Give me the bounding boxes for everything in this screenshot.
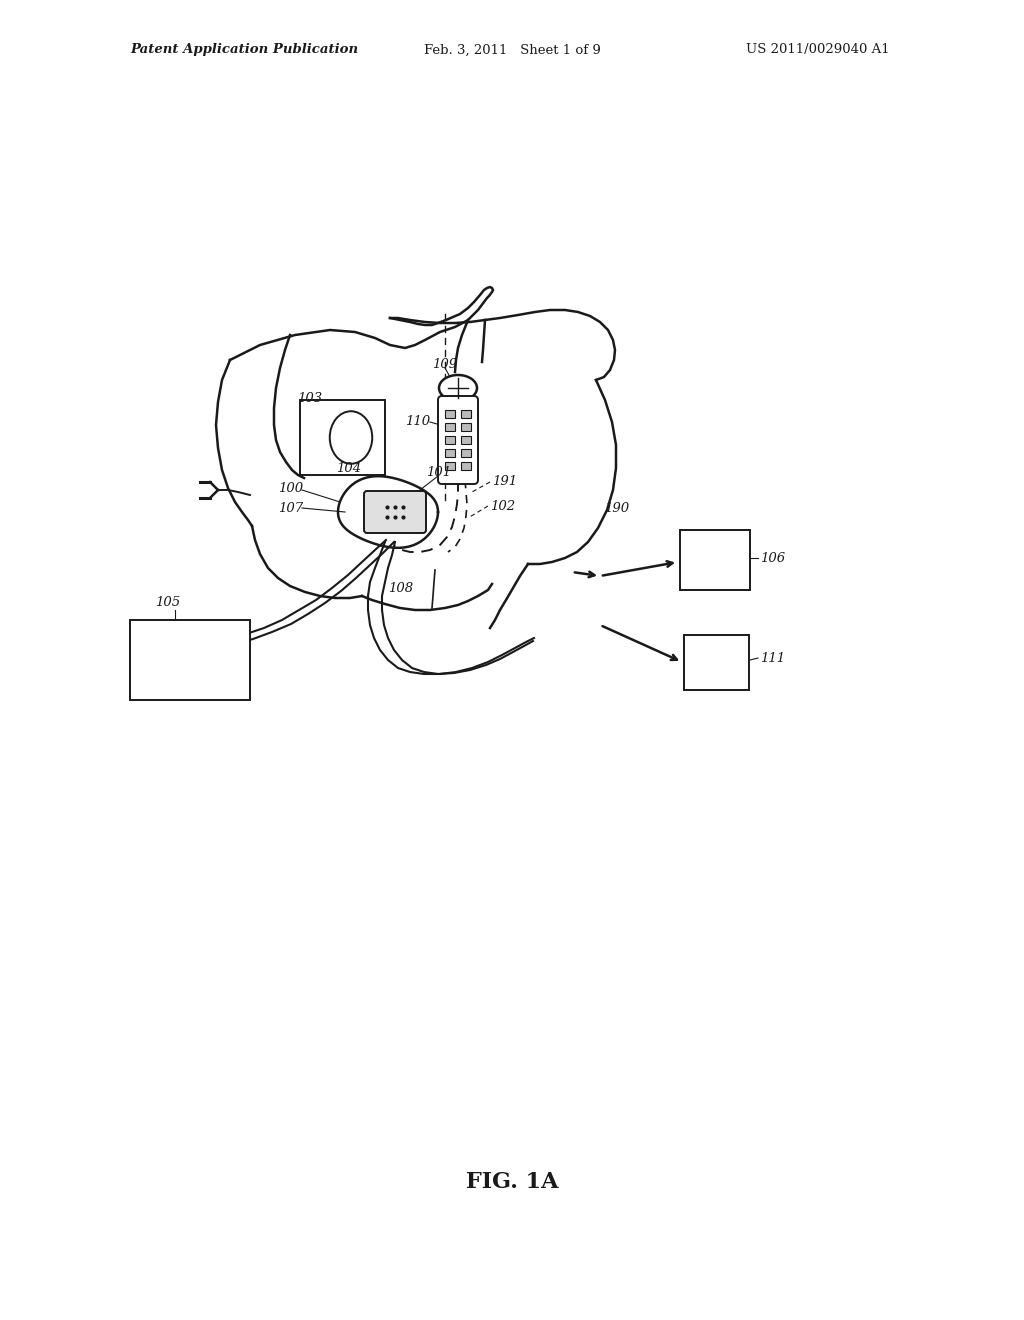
FancyBboxPatch shape xyxy=(438,396,478,484)
Bar xyxy=(461,422,471,432)
Text: 106: 106 xyxy=(760,552,785,565)
Text: FIG. 1A: FIG. 1A xyxy=(466,1171,558,1193)
Bar xyxy=(684,635,749,690)
Text: 100: 100 xyxy=(278,482,303,495)
Text: 104: 104 xyxy=(336,462,361,475)
FancyBboxPatch shape xyxy=(364,491,426,533)
Bar xyxy=(461,436,471,444)
Text: 107: 107 xyxy=(278,502,303,515)
Bar xyxy=(461,449,471,457)
Text: 108: 108 xyxy=(388,582,413,595)
Text: 103: 103 xyxy=(297,392,323,405)
Text: Feb. 3, 2011   Sheet 1 of 9: Feb. 3, 2011 Sheet 1 of 9 xyxy=(424,44,600,57)
Bar xyxy=(461,462,471,470)
Text: 101: 101 xyxy=(426,466,452,479)
Text: Patent Application Publication: Patent Application Publication xyxy=(130,44,358,57)
Text: 109: 109 xyxy=(432,358,457,371)
Text: 102: 102 xyxy=(490,500,515,513)
Text: 111: 111 xyxy=(760,652,785,665)
Text: 191: 191 xyxy=(492,475,517,488)
Bar xyxy=(461,411,471,418)
Text: 105: 105 xyxy=(155,597,180,609)
Bar xyxy=(445,462,455,470)
Text: 110: 110 xyxy=(406,414,430,428)
Text: 190: 190 xyxy=(604,502,629,515)
Bar xyxy=(445,449,455,457)
Bar xyxy=(680,531,750,590)
Bar xyxy=(445,422,455,432)
Bar xyxy=(300,400,385,475)
Ellipse shape xyxy=(439,375,477,401)
Ellipse shape xyxy=(330,412,373,463)
Text: US 2011/0029040 A1: US 2011/0029040 A1 xyxy=(746,44,890,57)
Bar xyxy=(445,411,455,418)
Bar xyxy=(445,436,455,444)
Bar xyxy=(130,620,250,700)
